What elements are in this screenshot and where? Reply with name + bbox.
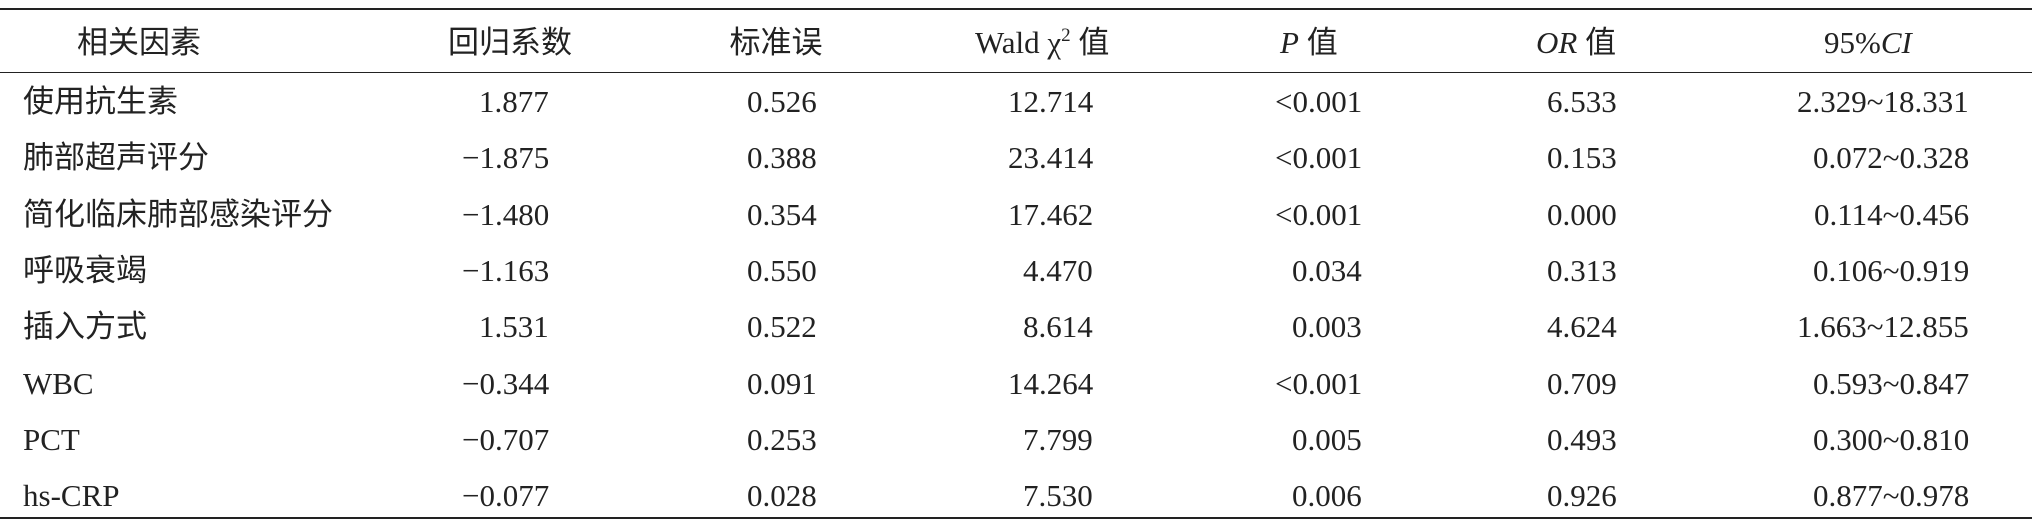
header-cell: 回归系数 [448, 25, 572, 60]
cell-value: 17.462 [1008, 196, 1094, 232]
header-rule [0, 72, 2032, 73]
cell-value: 2.329~18.331 [1797, 84, 1969, 119]
header-text: 值 [1577, 25, 1617, 60]
header-cell: 相关因素 [77, 25, 201, 60]
row-label: PCT [23, 421, 80, 457]
header-cell: 标准误 [729, 25, 823, 60]
cell-value: 4.470 [1023, 252, 1093, 288]
row-label: 使用抗生素 [23, 84, 178, 119]
cell-value: 0.034 [1292, 252, 1362, 288]
cell-value: 0.593~0.847 [1813, 365, 1970, 401]
cell-value: 0.709 [1547, 365, 1617, 401]
header-cell: P 值 [1280, 23, 1338, 63]
cell-value: 0.493 [1547, 421, 1617, 457]
cell-value: 8.614 [1023, 309, 1093, 345]
cell-value: 0.300~0.810 [1813, 421, 1970, 457]
cell-value: 4.624 [1547, 309, 1617, 345]
cell-value: 0.003 [1292, 309, 1362, 345]
cell-value: 0.877~0.978 [1813, 478, 1970, 514]
cell-value: 0.153 [1547, 140, 1617, 176]
cell-value: <0.001 [1275, 365, 1363, 401]
cell-value: <0.001 [1275, 196, 1363, 232]
cell-value: 0.313 [1547, 252, 1617, 288]
row-label: WBC [23, 365, 94, 401]
cell-value: 1.877 [479, 84, 549, 119]
row-label: 呼吸衰竭 [23, 252, 147, 288]
cell-value: −0.707 [462, 421, 550, 457]
header-cell: 95%CI [1824, 23, 1912, 63]
cell-value: <0.001 [1275, 140, 1363, 176]
row-label: 插入方式 [23, 309, 147, 345]
header-text: 95% [1824, 25, 1881, 60]
cell-value: −1.163 [462, 252, 550, 288]
cell-value: 12.714 [1008, 84, 1094, 119]
cell-value: 0.028 [747, 478, 817, 514]
cell-value: 14.264 [1008, 365, 1094, 401]
cell-value: 0.388 [747, 140, 817, 176]
row-label: hs-CRP [23, 478, 120, 514]
header-text: P [1280, 25, 1299, 60]
row-label: 肺部超声评分 [23, 140, 209, 176]
top-rule [0, 8, 2032, 10]
cell-value: 7.530 [1023, 478, 1093, 514]
cell-value: 0.522 [747, 309, 817, 345]
header-text: 值 [1070, 25, 1110, 60]
cell-value: 0.072~0.328 [1813, 140, 1970, 176]
cell-value: 0.550 [747, 252, 817, 288]
cell-value: 0.253 [747, 421, 817, 457]
header-text: 值 [1298, 25, 1338, 60]
cell-value: <0.001 [1275, 84, 1363, 119]
cell-value: 1.663~12.855 [1797, 309, 1969, 345]
cell-value: −1.875 [462, 140, 550, 176]
header-cell: OR 值 [1536, 23, 1616, 63]
header-text: 2 [1061, 25, 1071, 46]
header-text: Wald χ [975, 25, 1062, 60]
cell-value: 0.926 [1547, 478, 1617, 514]
cell-value: −0.344 [462, 365, 550, 401]
cell-value: 7.799 [1023, 421, 1093, 457]
header-text: CI [1880, 25, 1912, 60]
cell-value: 1.531 [479, 309, 549, 345]
cell-value: −1.480 [462, 196, 550, 232]
cell-value: 0.526 [747, 84, 817, 119]
cell-value: 0.106~0.919 [1813, 252, 1970, 288]
header-text: OR [1536, 25, 1578, 60]
cell-value: 0.006 [1292, 478, 1362, 514]
header-cell: Wald χ2 值 [975, 23, 1109, 63]
cell-value: 23.414 [1008, 140, 1094, 176]
cell-value: 0.114~0.456 [1814, 196, 1970, 232]
row-label: 简化临床肺部感染评分 [23, 196, 333, 232]
cell-value: 0.000 [1547, 196, 1617, 232]
cell-value: 6.533 [1547, 84, 1617, 119]
cell-value: 0.354 [747, 196, 817, 232]
cell-value: 0.005 [1292, 421, 1362, 457]
cell-value: −0.077 [462, 478, 550, 514]
bottom-rule [0, 517, 2032, 519]
cell-value: 0.091 [747, 365, 817, 401]
